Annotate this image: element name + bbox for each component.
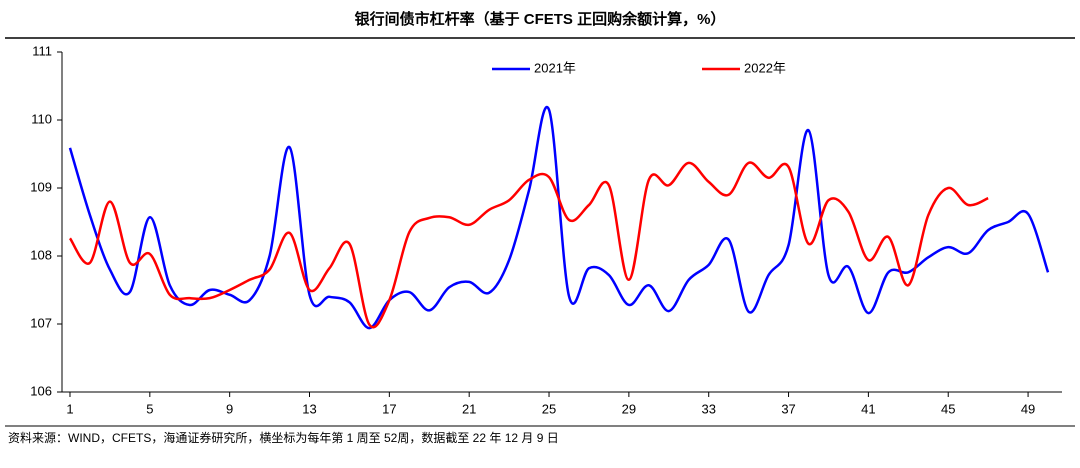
legend-label: 2021年 bbox=[534, 60, 576, 75]
x-tick-label: 49 bbox=[1021, 401, 1035, 416]
series-line bbox=[68, 161, 989, 329]
x-tick-label: 17 bbox=[382, 401, 396, 416]
source-note: 资料来源：WIND，CFETS，海通证券研究所，横坐标为每年第 1 周至 52周… bbox=[8, 430, 559, 445]
x-tick-label: 21 bbox=[462, 401, 476, 416]
y-tick-label: 111 bbox=[32, 43, 52, 58]
x-tick-label: 9 bbox=[226, 401, 233, 416]
x-tick-label: 45 bbox=[941, 401, 955, 416]
x-tick-label: 29 bbox=[622, 401, 636, 416]
y-tick-label: 106 bbox=[30, 383, 52, 398]
chart-title: 银行间债市杠杆率（基于 CFETS 正回购余额计算，%） bbox=[355, 10, 726, 28]
x-tick-label: 13 bbox=[302, 401, 316, 416]
y-tick-label: 107 bbox=[30, 315, 52, 330]
legend-label: 2022年 bbox=[744, 60, 786, 75]
x-tick-label: 37 bbox=[781, 401, 795, 416]
x-tick-label: 5 bbox=[146, 401, 153, 416]
x-tick-label: 41 bbox=[861, 401, 875, 416]
x-tick-label: 25 bbox=[542, 401, 556, 416]
x-tick-label: 1 bbox=[66, 401, 73, 416]
x-tick-label: 33 bbox=[701, 401, 715, 416]
series-line bbox=[68, 105, 1050, 330]
y-tick-label: 109 bbox=[30, 179, 52, 194]
y-tick-label: 110 bbox=[31, 111, 52, 126]
y-tick-label: 108 bbox=[30, 247, 52, 262]
